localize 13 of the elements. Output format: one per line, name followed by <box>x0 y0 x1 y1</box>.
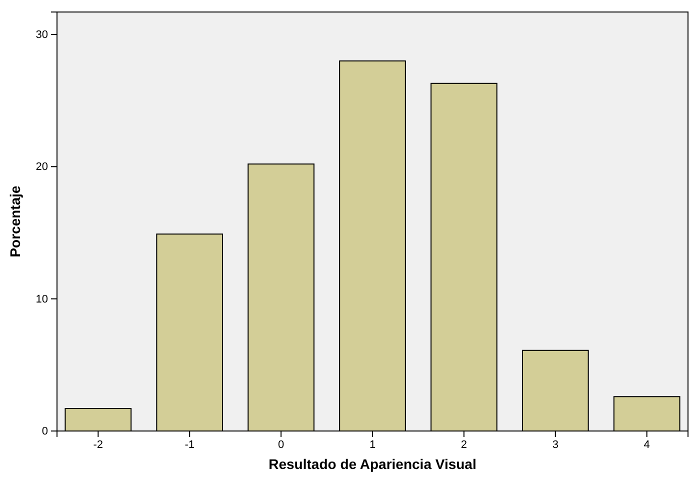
x-tick-label: 4 <box>644 438 650 451</box>
x-tick-label: 2 <box>460 438 468 451</box>
x-tick-label: 1 <box>369 438 376 451</box>
y-tick-label: 30 <box>36 28 48 41</box>
x-tick-label: 0 <box>278 438 284 451</box>
y-tick-label: 10 <box>36 293 48 306</box>
x-tick-label: -2 <box>93 438 104 451</box>
y-tick-label: 0 <box>42 426 48 438</box>
y-axis-title: Porcentaje <box>7 185 23 258</box>
y-tick-label: 20 <box>36 161 48 174</box>
x-axis-title: Resultado de Apariencia Visual <box>268 456 476 472</box>
x-tick-label: -1 <box>184 438 194 451</box>
x-tick-label: 3 <box>552 438 558 451</box>
